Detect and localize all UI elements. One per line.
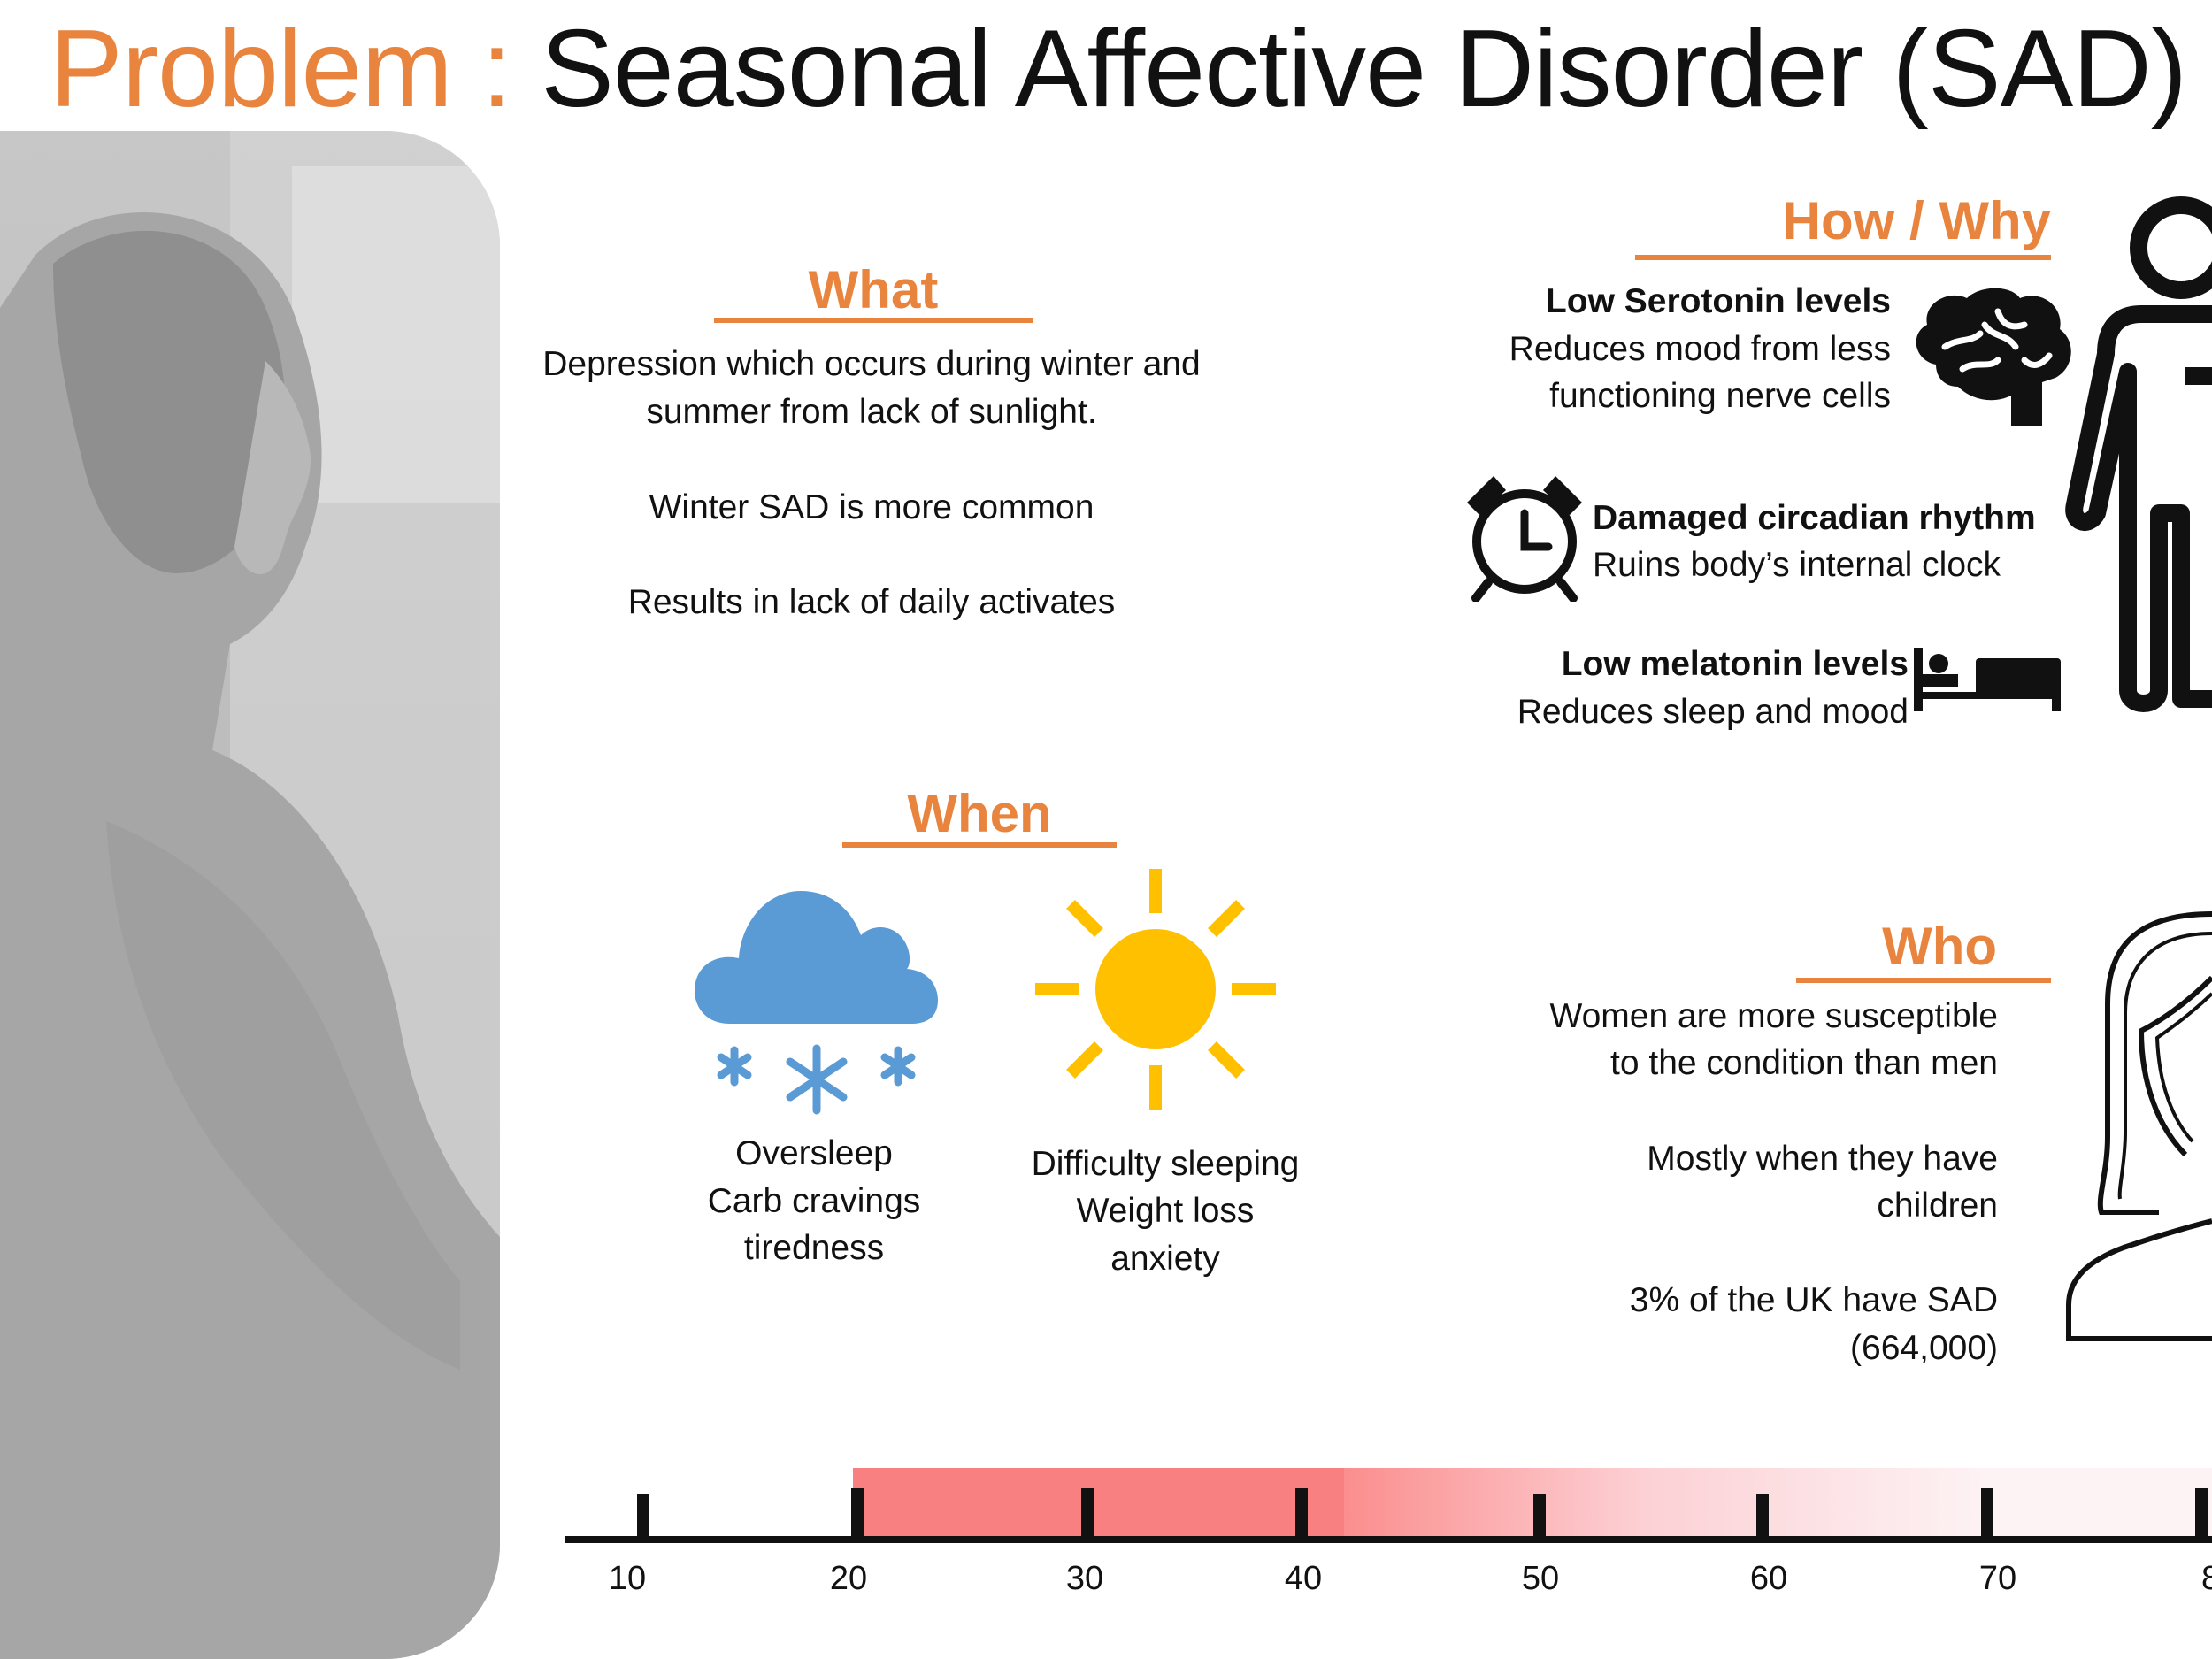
age-tick-label: 60 [1749,1560,1788,1597]
title-prefix: Problem : [50,8,512,130]
age-tick-label: 10 [608,1560,647,1597]
what-underline [714,318,1033,323]
winter-line-1: Oversleep [735,1134,893,1172]
person-icon [2065,196,2212,712]
snow-cloud-icon [695,891,938,1115]
age-tick [1981,1488,1993,1540]
circadian-line-1: Ruins body’s internal clock [1593,546,2001,584]
who-underline [1796,978,2051,983]
woman-silhouette-image [0,131,500,1659]
age-tick [637,1494,649,1540]
age-tick-label: 30 [1065,1560,1104,1597]
what-heading: What [808,260,939,319]
brain-icon [1916,288,2071,426]
summer-line-3: anxiety [1110,1240,1220,1278]
age-gradient-band [1344,1468,2212,1536]
winter-line-3: tiredness [743,1229,885,1267]
what-line-1: Depression which occurs during winter an… [542,345,1201,383]
serotonin-line-2: functioning nerve cells [1549,377,1891,415]
age-tick [1295,1488,1308,1540]
age-tick [1533,1494,1546,1540]
who-line-3: Mostly when they have [1647,1140,1998,1178]
age-tick [2195,1488,2208,1540]
age-tick-label: 20 [829,1560,868,1597]
summer-line-2: Weight loss [1076,1192,1255,1230]
what-line-2: summer from lack of sunlight. [646,393,1097,431]
who-line-2: to the condition than men [1610,1044,1998,1082]
age-tick-label: 40 [1284,1560,1323,1597]
age-tick-label: 50 [1521,1560,1560,1597]
serotonin-title: Low Serotonin levels [1545,282,1891,320]
when-heading: When [907,784,1052,843]
woman-icon [2066,911,2212,1341]
serotonin-line-1: Reduces mood from less [1509,330,1891,368]
melatonin-title: Low melatonin levels [1561,645,1909,683]
sun-icon [1035,869,1276,1110]
page-title: Problem : Seasonal Affective Disorder (S… [50,7,2187,131]
how-why-heading: How / Why [1782,191,2051,250]
title-main: Seasonal Affective Disorder (SAD) [541,8,2187,130]
what-line-4: Results in lack of daily activates [627,583,1116,621]
peak-age-band [853,1468,1344,1536]
summer-line-1: Difficulty sleeping [1031,1145,1300,1183]
winter-line-2: Carb cravings [707,1182,921,1220]
alarm-clock-icon [1467,476,1582,602]
when-underline [842,842,1117,848]
woman-photo [0,131,500,1659]
age-tick [851,1488,864,1540]
how-why-underline [1635,255,2051,260]
who-line-5: 3% of the UK have SAD [1629,1281,1998,1319]
who-line-1: Women are more susceptible [1549,997,1998,1035]
age-tick [1756,1494,1769,1540]
who-line-6: (664,000) [1850,1329,1998,1367]
circadian-title: Damaged circadian rhythm [1593,499,2036,537]
what-line-3: Winter SAD is more common [649,488,1094,526]
bed-icon [1914,648,2061,711]
age-tick-label: 8 [2201,1560,2212,1597]
age-tick [1081,1488,1094,1540]
who-line-4: children [1877,1187,1998,1225]
age-axis-line [565,1536,2212,1543]
who-heading: Who [1882,917,1997,976]
age-tick-label: 70 [1978,1560,2017,1597]
melatonin-line-1: Reduces sleep and mood [1517,693,1909,731]
